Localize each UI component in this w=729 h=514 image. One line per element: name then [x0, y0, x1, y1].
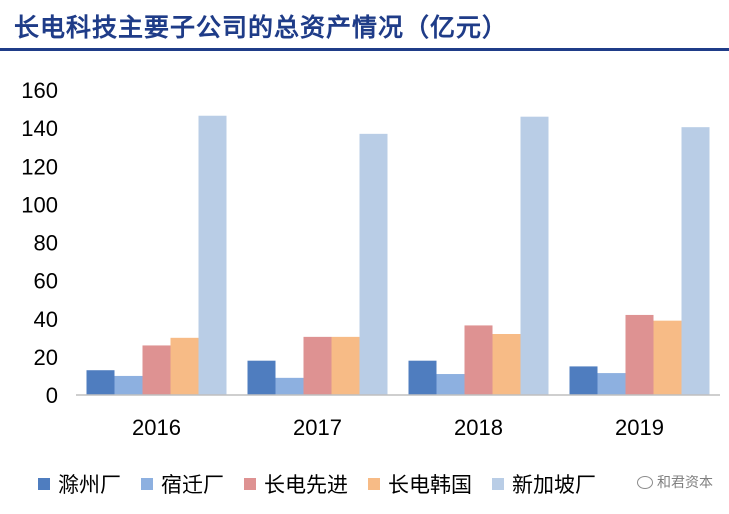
bar-2019-滁州厂 [569, 366, 598, 395]
bar-2016-宿迁厂 [114, 375, 143, 395]
bar-2018-长电先进 [464, 325, 493, 395]
bar-2016-新加坡厂 [198, 115, 227, 395]
x-tick-label: 2018 [454, 415, 503, 440]
y-tick-label: 100 [21, 192, 58, 217]
y-tick-label: 0 [46, 383, 58, 408]
bar-2017-长电韩国 [331, 336, 360, 395]
y-tick-label: 20 [34, 345, 58, 370]
title-underline [0, 48, 729, 51]
legend-label: 长电韩国 [388, 473, 472, 497]
legend-label: 长电先进 [264, 473, 348, 497]
bar-2018-宿迁厂 [436, 374, 465, 395]
legend-swatch [244, 478, 256, 490]
x-tick-label: 2016 [132, 415, 181, 440]
bars-group [86, 115, 710, 395]
bar-2016-滁州厂 [86, 370, 115, 395]
bar-2016-长电韩国 [170, 337, 199, 395]
legend-swatch [492, 478, 504, 490]
watermark-text: 和君资本 [657, 475, 713, 491]
legend-label: 滁州厂 [58, 473, 121, 497]
bar-2017-滁州厂 [247, 360, 276, 395]
legend: 滁州厂 宿迁厂 长电先进 长电韩国 新加坡厂 [38, 468, 616, 500]
bar-2017-新加坡厂 [359, 133, 388, 395]
bar-2018-长电韩国 [492, 334, 521, 395]
legend-label: 宿迁厂 [161, 473, 224, 497]
y-axis: 0 20 40 60 80 100 120 140 160 [21, 78, 58, 408]
y-tick-label: 120 [21, 154, 58, 179]
bar-2018-新加坡厂 [520, 116, 549, 395]
legend-item: 滁州厂 [38, 469, 121, 499]
chart-title: 长电科技主要子公司的总资产情况（亿元） [14, 13, 509, 42]
legend-swatch [38, 478, 50, 490]
legend-item: 新加坡厂 [492, 469, 596, 499]
bar-2017-长电先进 [303, 336, 332, 395]
x-axis: 2016 2017 2018 2019 [132, 415, 664, 440]
bar-2019-长电韩国 [653, 320, 682, 395]
bar-2018-滁州厂 [408, 360, 437, 395]
bar-2019-宿迁厂 [597, 373, 626, 395]
legend-item: 长电先进 [244, 469, 348, 499]
legend-item: 宿迁厂 [141, 469, 224, 499]
x-tick-label: 2019 [615, 415, 664, 440]
y-tick-label: 80 [34, 231, 58, 256]
bar-2019-新加坡厂 [681, 127, 710, 395]
y-tick-label: 40 [34, 307, 58, 332]
legend-item: 长电韩国 [368, 469, 472, 499]
bar-2019-长电先进 [625, 314, 654, 395]
watermark: 和君资本 [637, 472, 713, 492]
legend-swatch [368, 478, 380, 490]
y-tick-label: 60 [34, 269, 58, 294]
y-tick-label: 140 [21, 116, 58, 141]
legend-swatch [141, 478, 153, 490]
y-tick-label: 160 [21, 78, 58, 103]
bar-2016-长电先进 [142, 345, 171, 395]
legend-label: 新加坡厂 [512, 473, 596, 497]
bar-2017-宿迁厂 [275, 377, 304, 395]
wechat-icon [637, 475, 653, 489]
x-tick-label: 2017 [293, 415, 342, 440]
